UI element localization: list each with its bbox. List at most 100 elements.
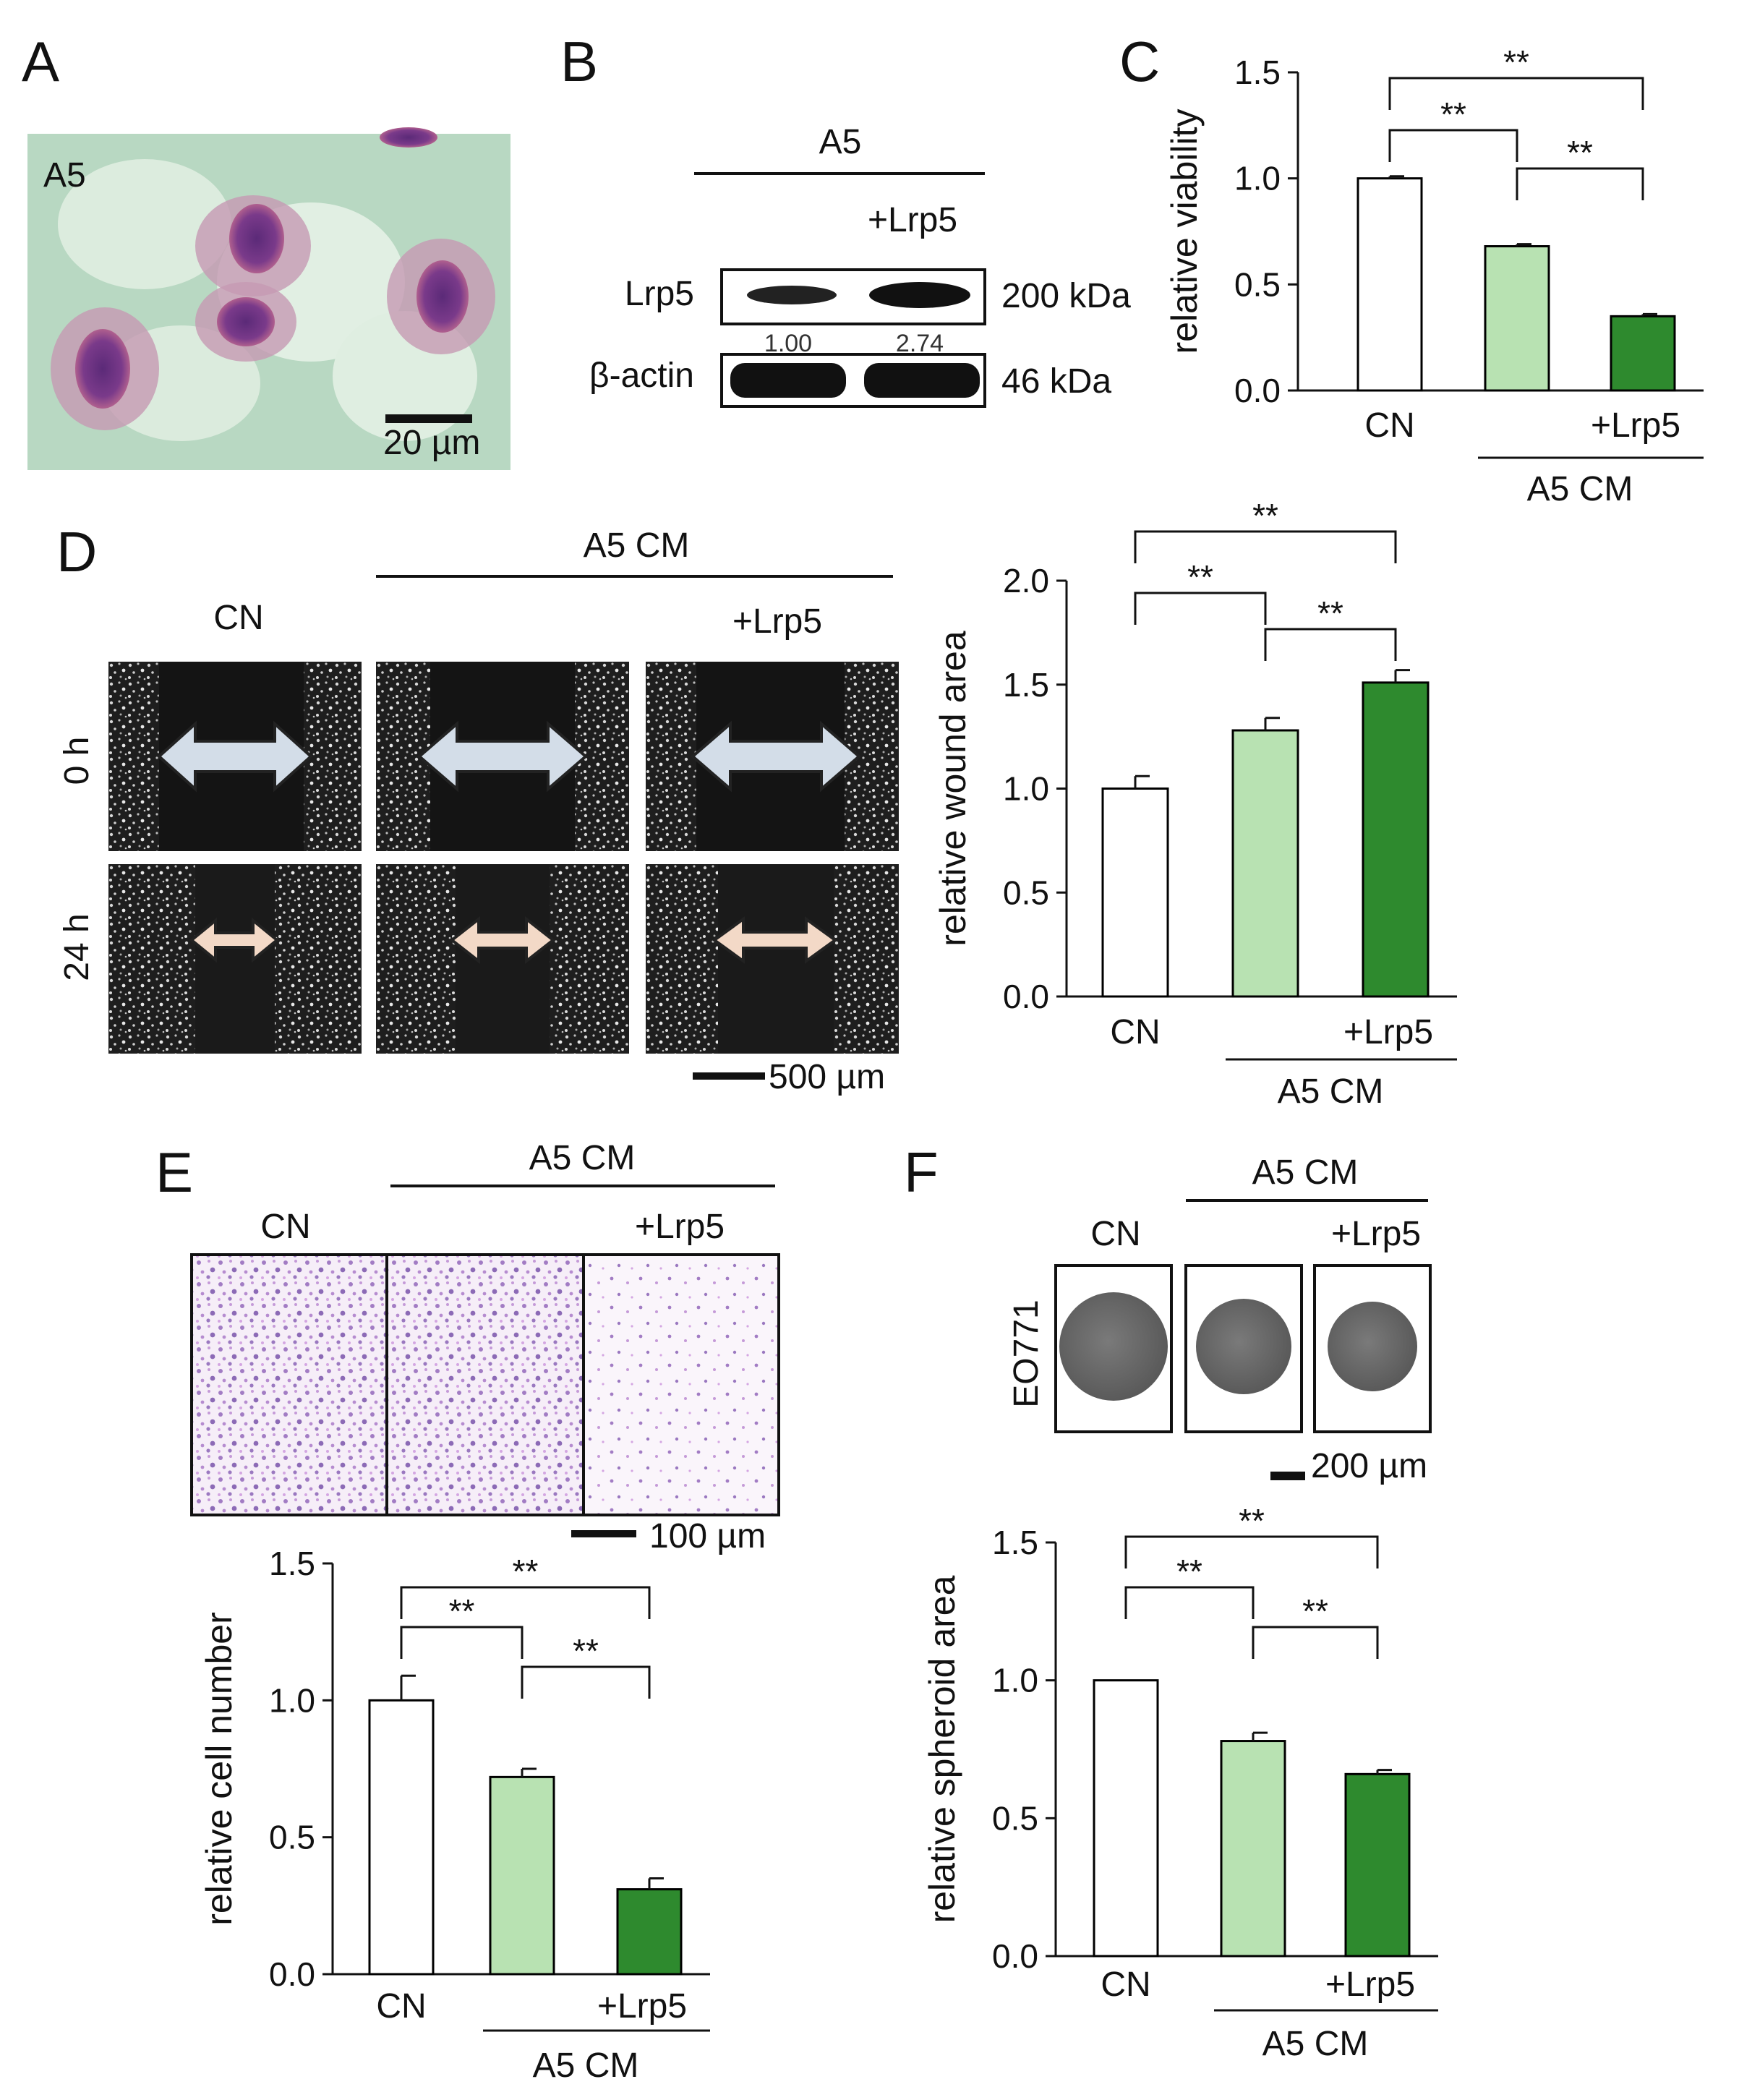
x-category-c: +Lrp5 [1591,406,1680,445]
transwell-col-cn: CN [260,1208,310,1246]
spheroid-col-lrp5: +Lrp5 [1331,1215,1421,1253]
sig-label-e: ** [573,1632,599,1670]
blot-quant-2: 2.74 [896,330,944,357]
panel-label-f: F [904,1140,939,1204]
x-group-label-d: A5 CM [1278,1072,1384,1111]
transwell-col-lrp5: +Lrp5 [635,1208,725,1246]
sig-label-c: ** [1440,95,1466,133]
sig-label-e: ** [513,1553,539,1590]
transwell-group-label: A5 CM [529,1139,636,1177]
bar-d-a5cm [1231,729,1299,998]
y-tick-label-f: 0.0 [992,1937,1038,1975]
x-group-label-e: A5 CM [533,2046,639,2085]
sig-label-c: ** [1567,134,1593,171]
panel-label-e: E [155,1140,193,1204]
y-axis-label-f: relative spheroid area [922,1575,962,1923]
wound-col-lrp5: +Lrp5 [732,602,822,641]
scale-text-d: 500 µm [769,1058,885,1096]
sig-label-d: ** [1252,497,1278,534]
bar-f-lrp5 [1344,1772,1411,1958]
sig-bracket-d [1134,530,1397,563]
bar-c-cn [1356,177,1423,392]
sig-label-c: ** [1503,43,1529,81]
y-axis-label-c: relative viability [1164,108,1205,354]
scale-bar-f [1270,1472,1305,1480]
x-category-e: +Lrp5 [597,1987,687,2026]
bar-c-lrp5 [1610,315,1676,392]
micrograph-a [27,127,510,470]
wound-group-label: A5 CM [584,526,690,565]
x-category-e: CN [376,1987,426,2026]
panel-label-b: B [560,30,598,93]
y-tick-label-e: 0.0 [269,1955,315,1993]
y-tick-label-f: 1.5 [992,1524,1038,1561]
spheroid-col-cn: CN [1090,1215,1140,1253]
bar-e-cn [368,1699,435,1976]
sig-bracket-c [1516,167,1644,200]
sig-bracket-f [1124,1535,1379,1568]
band-lrp5-cn [747,286,837,304]
y-axis-label-d: relative wound area [933,631,973,947]
spheroid-cell-line: EO771 [1007,1299,1046,1407]
sig-bracket-e [400,1586,651,1619]
sig-bracket-c [1388,129,1518,162]
band-lrp5-lrp5 [869,282,970,308]
sig-label-f: ** [1239,1502,1265,1540]
chart-f: 0.0 0.5 1.0 1.5 relative spheroid area CN +Lrp… [922,1502,1438,2063]
scale-text-f: 200 µm [1311,1447,1427,1485]
y-tick-label-c: 0.5 [1234,265,1281,303]
bar-f-cn [1093,1679,1159,1958]
y-tick-label-d: 2.0 [1003,562,1049,599]
y-tick-label-e: 1.0 [269,1681,315,1719]
sig-label-e: ** [449,1592,475,1630]
blot-quant-1: 1.00 [764,330,812,357]
sig-label-f: ** [1176,1553,1202,1590]
scale-text-a: 20 µm [383,424,480,462]
sig-bracket-e [400,1626,524,1659]
spheroid-images [1054,1264,1432,1433]
bar-e-a5cm [489,1775,555,1976]
scale-bar-a [385,414,472,423]
chart-c: 0.0 0.5 1.0 1.5 relative viability CN +Lrp5 A5 … [1164,43,1704,508]
blot-header: A5 [819,123,862,161]
y-tick-label-d: 0.0 [1003,978,1049,1015]
sig-bracket-c [1388,77,1644,110]
sig-bracket-d [1264,628,1397,661]
blot-actin-mw: 46 kDa [1001,362,1111,401]
y-tick-label-d: 0.5 [1003,874,1049,911]
x-group-label-f: A5 CM [1262,2025,1369,2063]
sig-label-d: ** [1317,594,1343,632]
bar-e-lrp5 [616,1888,683,1976]
scale-text-e: 100 µm [649,1517,766,1555]
sig-bracket-f [1252,1626,1379,1659]
x-category-c: CN [1364,406,1414,445]
chart-d: 0.0 0.5 1.0 1.5 2.0 relative wound area CN +Lrp… [933,497,1457,1111]
y-tick-label-f: 1.0 [992,1662,1038,1699]
y-tick-label-c: 0.0 [1234,372,1281,409]
panel-label-c: C [1119,30,1160,93]
spheroid-group-label: A5 CM [1252,1153,1359,1192]
x-category-f: CN [1101,1965,1150,2004]
wound-row-0h: 0 h [58,737,96,785]
sig-bracket-f [1124,1586,1255,1619]
bar-c-a5cm [1484,245,1550,392]
x-category-d: CN [1110,1013,1160,1051]
y-tick-label-c: 1.0 [1234,160,1281,197]
transwell-images [190,1253,780,1516]
y-tick-label-d: 1.0 [1003,770,1049,808]
scale-bar-e [571,1530,636,1537]
y-tick-label-f: 0.5 [992,1799,1038,1837]
blot-treatment-label: +Lrp5 [868,201,957,239]
wound-col-cn: CN [213,599,263,637]
bar-d-cn [1101,788,1169,998]
sig-bracket-d [1134,592,1267,625]
wound-images [108,662,899,1054]
y-tick-label-e: 1.5 [269,1545,315,1582]
sample-label-a5: A5 [43,156,86,195]
panel-label-a: A [22,30,59,93]
panel-label-d: D [56,520,97,584]
x-category-f: +Lrp5 [1325,1965,1415,2004]
blot-row-lrp5-label: Lrp5 [625,275,694,313]
y-tick-label-c: 1.5 [1234,54,1281,91]
